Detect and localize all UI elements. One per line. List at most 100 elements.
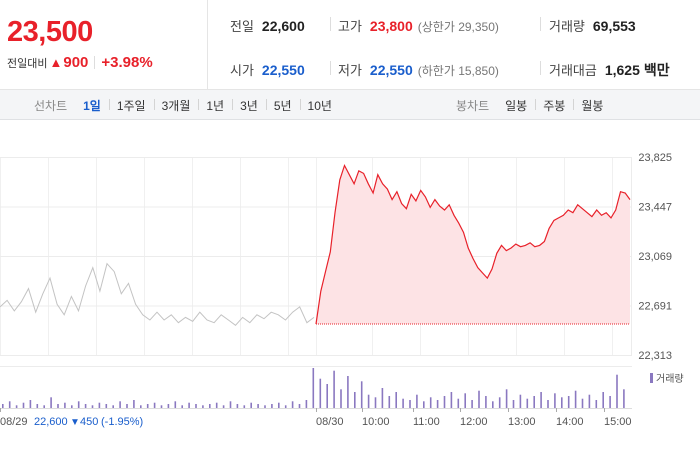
volume-bar [450, 392, 453, 408]
volume-bar [8, 401, 11, 408]
volume-bar [388, 396, 391, 408]
volume-bar [229, 401, 232, 408]
open-value: 22,550 [261, 62, 305, 78]
volume-bar [36, 404, 39, 408]
tab-range-6[interactable]: 10년 [299, 97, 340, 114]
y-tick-label: 23,447 [638, 202, 672, 214]
lower-limit: (하한가 15,850) [417, 64, 499, 78]
tab-candle-2[interactable]: 월봉 [573, 97, 611, 114]
volume-bar [188, 402, 190, 408]
candle-chart-tabs: 봉차트 일봉 주봉 월봉 [456, 90, 611, 120]
x-tick-label: 13:00 [508, 416, 536, 428]
candle-chart-title: 봉차트 [456, 98, 490, 113]
open-cell: 시가 22,550 [230, 60, 305, 79]
current-price: 23,500 [7, 16, 93, 48]
volume-bar [319, 378, 322, 408]
y-tick-label: 23,825 [638, 152, 672, 164]
x-tick-label: 10:00 [362, 416, 390, 428]
volume-bar [278, 402, 280, 408]
price-box: 23,500 전일대비 ▲ 900 +3.98% [0, 0, 208, 90]
volume-bar [374, 397, 377, 408]
tab-range-5[interactable]: 5년 [265, 97, 300, 114]
prev-close-label: 전일 [230, 19, 254, 34]
x-tick-label: 15:00 [604, 416, 632, 428]
high-label: 고가 [338, 19, 362, 34]
volume-bar [264, 405, 266, 408]
volume-bar [492, 401, 494, 408]
volume-bar [581, 398, 584, 408]
tab-candle-1[interactable]: 주봉 [535, 97, 573, 114]
volume-bar [112, 405, 114, 408]
price-chart: 23,825 23,447 23,069 22,691 22,313 08/29 08/3… [0, 152, 684, 428]
divider [540, 61, 541, 75]
y-tick-label: 23,069 [638, 251, 672, 263]
volume-bar [209, 404, 211, 408]
change-label: 전일대비 [7, 57, 48, 70]
amount-cell: 거래대금 1,625 백만 [549, 60, 670, 80]
tab-range-2[interactable]: 3개월 [153, 97, 199, 114]
volume-bar [360, 381, 363, 408]
volume-bar [547, 400, 549, 408]
x-tick-label: 11:00 [413, 416, 440, 428]
volume-bar [57, 404, 59, 408]
chart-tab-bar: 선차트 1일 1주일 3개월 1년 3년 5년 10년 봉차트 일봉 주봉 월봉 [0, 90, 700, 120]
amount-unit: 백만 [643, 62, 670, 78]
y-tick-label: 22,691 [638, 301, 672, 313]
today-series [315, 163, 631, 325]
prev-close-value: 22,600 [261, 18, 305, 34]
prev-day-footer: 22,600 ▼ 450 (-1.95%) [34, 416, 143, 428]
volume-bar [291, 401, 294, 408]
volume-bar [561, 397, 563, 408]
footer-prev-pct: (-1.95%) [101, 416, 143, 428]
volume-cell: 거래량 69,553 [549, 16, 636, 35]
volume-bar [367, 394, 370, 408]
change-separator [94, 56, 96, 69]
tab-range-3[interactable]: 1년 [198, 97, 232, 114]
volume-bar [354, 392, 356, 408]
today-line [315, 163, 631, 325]
tab-range-1[interactable]: 1주일 [108, 97, 154, 114]
volume-bar [485, 396, 487, 408]
tab-range-0[interactable]: 1일 [83, 98, 101, 113]
amount-label: 거래대금 [549, 63, 597, 78]
volume-bar [181, 405, 183, 408]
x-tick-label: 12:00 [460, 416, 488, 428]
volume-bar [347, 376, 349, 408]
volume-bar [498, 397, 501, 408]
volume-label: 거래량 [549, 19, 585, 34]
amount-value: 1,625 [604, 62, 640, 78]
volume-bar [312, 368, 315, 408]
volume-bar [416, 394, 418, 408]
volume-bar [29, 400, 32, 408]
divider [330, 61, 331, 75]
open-label: 시가 [230, 63, 254, 78]
prev-close-cell: 전일 22,600 [230, 16, 305, 35]
high-value: 23,800 [369, 18, 413, 34]
volume-bar [567, 396, 570, 408]
volume-bar [623, 389, 625, 408]
volume-bar [2, 404, 4, 408]
tab-candle-0[interactable]: 일봉 [505, 98, 528, 113]
low-label: 저가 [338, 63, 362, 78]
volume-bar [505, 389, 508, 408]
volume-bar [271, 404, 273, 408]
volume-bar [250, 402, 252, 408]
volume-legend: 거래량 [650, 373, 684, 385]
volume-bar [202, 405, 204, 408]
volume-legend-label: 거래량 [656, 373, 684, 385]
volume-bar [153, 402, 156, 408]
volume-legend-swatch [650, 373, 653, 383]
divider [330, 17, 331, 31]
today-fill-area [316, 165, 630, 324]
volume-bar [119, 401, 121, 408]
volume-bar [443, 396, 446, 408]
volume-bar [22, 402, 25, 408]
volume-bar [457, 398, 460, 408]
volume-bar [140, 405, 142, 408]
volume-bar [471, 400, 473, 408]
volume-bars [0, 366, 632, 409]
line-chart-title: 선차트 [34, 98, 68, 113]
tab-range-4[interactable]: 3년 [232, 97, 266, 114]
x-tick-label: 08/29 [0, 416, 28, 428]
volume-bar [160, 405, 163, 408]
